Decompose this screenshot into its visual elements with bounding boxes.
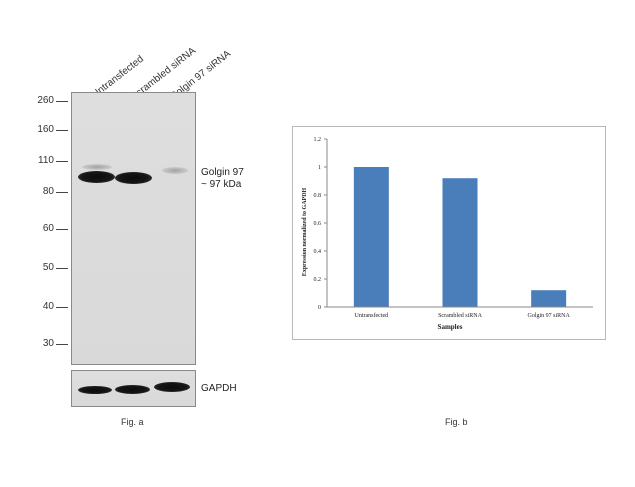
marker-tick (56, 344, 68, 345)
band-golgin97-scrambled (115, 172, 152, 184)
marker-50: 50 (42, 262, 54, 273)
marker-tick (56, 130, 68, 131)
marker-tick (56, 307, 68, 308)
marker-160: 160 (37, 124, 54, 135)
gapdh-label: GAPDH (201, 383, 237, 394)
band-upper-faint (82, 164, 112, 170)
bar-chart-frame: 0 0.2 0.4 0.6 0.8 1 1.2 Untransfected Scrambled… (292, 126, 606, 340)
fig-a-caption: Fig. a (121, 417, 144, 427)
band-golgin97-knockdown (162, 167, 188, 174)
marker-tick (56, 161, 68, 162)
bar (531, 290, 567, 307)
marker-tick (56, 192, 68, 193)
bar (442, 178, 478, 307)
marker-tick (56, 101, 68, 102)
bars-group (353, 167, 567, 307)
x-tick-label: Golgin 97 siRNA (527, 313, 570, 319)
y-tick-label: 1 (318, 165, 321, 171)
y-axis-group: 0 0.2 0.4 0.6 0.8 1 1.2 (314, 137, 328, 311)
y-tick-label: 0.2 (314, 277, 322, 283)
y-tick-label: 0.8 (314, 193, 322, 199)
marker-tick (56, 268, 68, 269)
marker-110: 110 (38, 155, 54, 166)
y-tick-label: 0.4 (314, 249, 322, 255)
x-axis-title: Samples (438, 323, 463, 331)
marker-60: 60 (42, 223, 54, 234)
fig-b-caption: Fig. b (445, 417, 468, 427)
bar (353, 167, 389, 307)
blot-panel-main (71, 92, 196, 365)
marker-tick (56, 229, 68, 230)
marker-80: 80 (42, 186, 54, 197)
x-tick-label: Scrambled siRNA (438, 313, 482, 319)
band-gapdh-untransfected (78, 386, 112, 394)
y-tick-label: 0.6 (314, 221, 322, 227)
y-tick-label: 0 (318, 305, 321, 311)
blot-panel-gapdh (71, 370, 196, 407)
band-gapdh-scrambled (115, 385, 150, 394)
target-protein-label: Golgin 97 (201, 167, 244, 178)
band-gapdh-knockdown (154, 382, 190, 392)
y-tick-label: 1.2 (314, 137, 322, 143)
marker-30: 30 (42, 338, 54, 349)
x-tick-label: Untransfected (355, 312, 389, 319)
y-axis-title: Expression normalized to GAPDH (302, 187, 308, 276)
marker-40: 40 (42, 301, 54, 312)
bar-chart: 0 0.2 0.4 0.6 0.8 1 1.2 Untransfected Scrambled… (302, 137, 593, 331)
marker-260: 260 (37, 95, 54, 106)
band-golgin97-untransfected (78, 171, 115, 183)
x-axis-group: Untransfected Scrambled siRNA Golgin 97 si… (327, 306, 593, 319)
target-size-label: ~ 97 kDa (201, 179, 242, 190)
